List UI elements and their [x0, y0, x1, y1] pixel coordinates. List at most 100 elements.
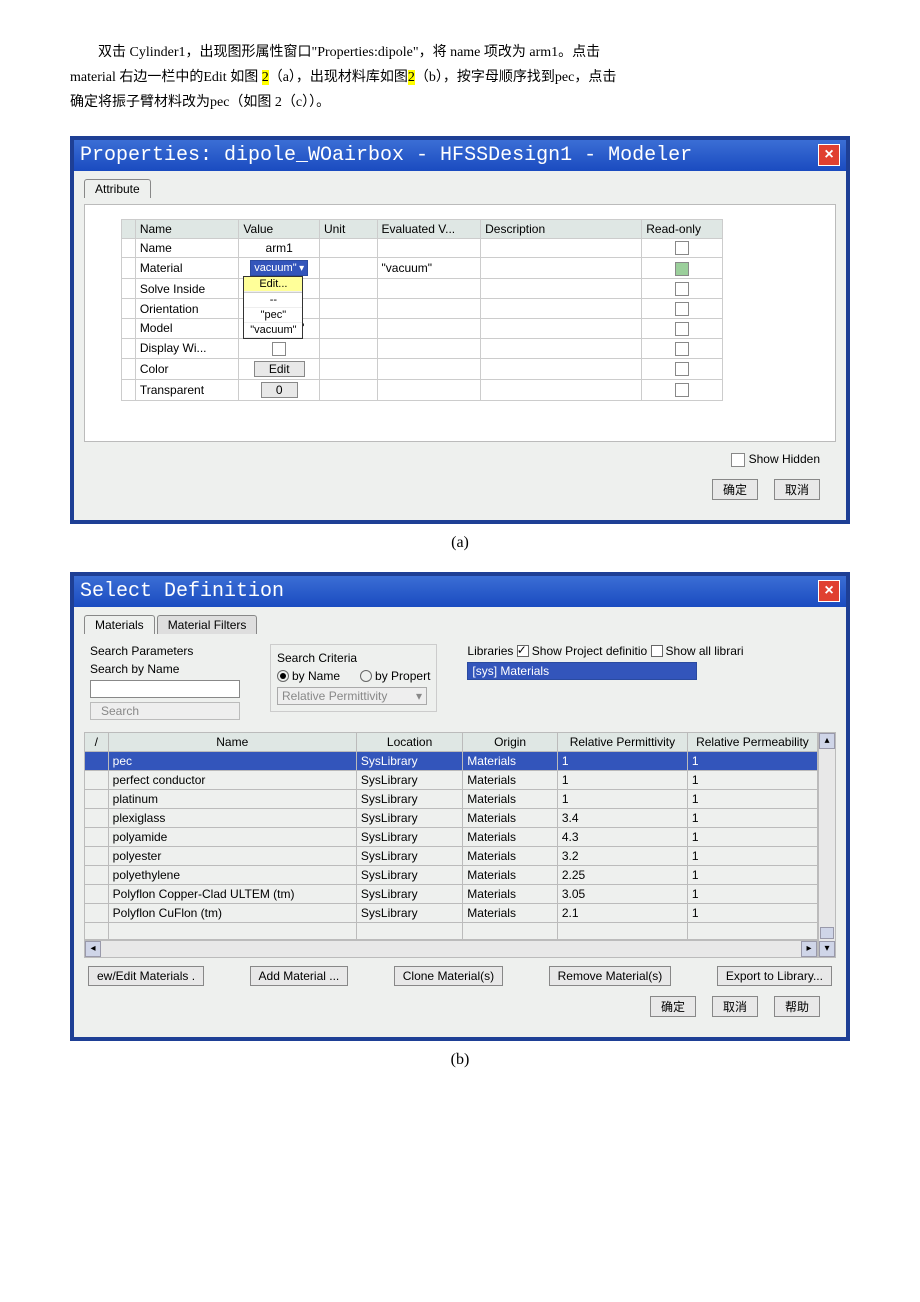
show-all-checkbox[interactable]: Show all librari — [651, 644, 744, 658]
table-row[interactable]: platinumSysLibraryMaterials11 — [85, 789, 818, 808]
ok-button[interactable]: 确定 — [712, 479, 758, 500]
readonly-checkbox[interactable] — [675, 362, 689, 376]
checkbox[interactable] — [272, 342, 286, 356]
readonly-checkbox[interactable] — [675, 322, 689, 336]
tab-attribute[interactable]: Attribute — [84, 179, 151, 198]
help-button[interactable]: 帮助 — [774, 996, 820, 1017]
readonly-checkbox[interactable] — [675, 262, 689, 276]
scroll-up-icon[interactable]: ▴ — [819, 733, 835, 749]
export-library-button[interactable]: Export to Library... — [717, 966, 832, 986]
table-row[interactable]: ColorEdit — [122, 358, 723, 379]
cell-name: polyethylene — [108, 865, 356, 884]
table-row[interactable]: pecSysLibraryMaterials11 — [85, 751, 818, 770]
cell-origin: Materials — [463, 770, 558, 789]
table-row[interactable]: Transparent 0 — [122, 379, 723, 400]
readonly-checkbox[interactable] — [675, 241, 689, 255]
cell-permeability: 1 — [687, 903, 817, 922]
readonly-checkbox[interactable] — [675, 282, 689, 296]
cell-name: polyamide — [108, 827, 356, 846]
cell-origin: Materials — [463, 827, 558, 846]
cell-name: Transparent — [135, 379, 239, 400]
readonly-checkbox[interactable] — [675, 342, 689, 356]
col-unit: Unit — [319, 219, 377, 238]
cell-location: SysLibrary — [356, 751, 462, 770]
cancel-button[interactable]: 取消 — [712, 996, 758, 1017]
cell-name: Model — [135, 319, 239, 339]
cell-permittivity: 3.2 — [557, 846, 687, 865]
cell-origin: Materials — [463, 751, 558, 770]
value-button[interactable]: 0 — [261, 382, 298, 398]
close-icon[interactable]: × — [818, 144, 840, 166]
radio-by-property[interactable]: by Propert — [360, 669, 430, 683]
property-select[interactable]: Relative Permittivity▾ — [277, 687, 427, 705]
tab-material-filters[interactable]: Material Filters — [157, 615, 258, 634]
table-row[interactable]: Polyflon CuFlon (tm)SysLibraryMaterials2… — [85, 903, 818, 922]
show-hidden-checkbox[interactable]: Show Hidden — [731, 452, 820, 467]
table-row[interactable]: Solve InsideEdit... — [122, 279, 723, 299]
cell-value[interactable]: arm1 — [239, 238, 320, 258]
readonly-checkbox[interactable] — [675, 302, 689, 316]
cell-eval: "vacuum" — [377, 258, 481, 279]
edit-materials-button[interactable]: ew/Edit Materials . — [88, 966, 204, 986]
cell-name: plexiglass — [108, 808, 356, 827]
value-button[interactable]: Edit — [254, 361, 305, 377]
remove-material-button[interactable]: Remove Material(s) — [549, 966, 672, 986]
material-dropdown[interactable]: vacuum"▾ — [250, 260, 308, 276]
table-row[interactable]: Materialvacuum"▾Edit...--"pec""vacuum" "v… — [122, 258, 723, 279]
table-row[interactable]: Polyflon Copper-Clad ULTEM (tm)SysLibrar… — [85, 884, 818, 903]
cell-permittivity: 3.4 — [557, 808, 687, 827]
table-row[interactable]: plexiglassSysLibraryMaterials3.41 — [85, 808, 818, 827]
cell-location: SysLibrary — [356, 808, 462, 827]
scroll-down-icon[interactable]: ▾ — [819, 941, 835, 957]
search-input[interactable] — [90, 680, 240, 698]
cell-permeability: 1 — [687, 865, 817, 884]
cell-value[interactable]: vacuum"▾Edit...--"pec""vacuum" — [239, 258, 320, 279]
cell-name: pec — [108, 751, 356, 770]
show-project-checkbox[interactable]: Show Project definitio — [517, 644, 647, 658]
dropdown-item[interactable]: Edit... — [244, 277, 302, 292]
dropdown-item[interactable]: "pec" — [244, 308, 302, 323]
cell-name: Material — [135, 258, 239, 279]
search-button[interactable]: Search — [90, 702, 240, 720]
vertical-scrollbar[interactable]: ▴ ▾ — [818, 732, 836, 958]
scroll-right-icon[interactable]: ▸ — [801, 941, 817, 957]
table-row[interactable]: Orientation"pec" — [122, 299, 723, 319]
radio-by-name[interactable]: by Name — [277, 669, 340, 683]
titlebar: Properties: dipole_WOairbox - HFSSDesign… — [74, 140, 846, 171]
table-row[interactable]: perfect conductorSysLibraryMaterials11 — [85, 770, 818, 789]
table-row[interactable]: Model "vacuum" — [122, 319, 723, 339]
ok-button[interactable]: 确定 — [650, 996, 696, 1017]
table-row[interactable]: polyesterSysLibraryMaterials3.21 — [85, 846, 818, 865]
col-rel-permeability: Relative Permeability — [687, 732, 817, 751]
readonly-checkbox[interactable] — [675, 383, 689, 397]
cell-location: SysLibrary — [356, 827, 462, 846]
cell-name: polyester — [108, 846, 356, 865]
clone-material-button[interactable]: Clone Material(s) — [394, 966, 503, 986]
search-by-name-label: Search by Name — [90, 662, 240, 676]
table-row[interactable]: Namearm1 — [122, 238, 723, 258]
table-row[interactable]: polyethyleneSysLibraryMaterials2.251 — [85, 865, 818, 884]
table-row[interactable]: polyamideSysLibraryMaterials4.31 — [85, 827, 818, 846]
library-list-item[interactable]: [sys] Materials — [467, 662, 697, 680]
cancel-button[interactable]: 取消 — [774, 479, 820, 500]
scroll-thumb[interactable] — [820, 927, 834, 939]
cell-value[interactable]: Edit — [239, 358, 320, 379]
col-name: Name — [135, 219, 239, 238]
cell-origin: Materials — [463, 789, 558, 808]
tab-materials[interactable]: Materials — [84, 615, 155, 634]
cell-value[interactable]: 0 — [239, 379, 320, 400]
col-origin: Origin — [463, 732, 558, 751]
horizontal-scrollbar[interactable]: ◂ ▸ — [84, 940, 818, 958]
titlebar-b: Select Definition × — [74, 576, 846, 607]
scroll-left-icon[interactable]: ◂ — [85, 941, 101, 957]
add-material-button[interactable]: Add Material ... — [250, 966, 349, 986]
cell-permittivity: 4.3 — [557, 827, 687, 846]
caption-a: (a) — [70, 534, 850, 552]
dropdown-item[interactable]: "vacuum" — [244, 323, 302, 338]
table-row[interactable]: Display Wi... — [122, 338, 723, 358]
close-icon[interactable]: × — [818, 580, 840, 602]
cell-eval — [377, 238, 481, 258]
cell-name: perfect conductor — [108, 770, 356, 789]
cell-name: Polyflon CuFlon (tm) — [108, 903, 356, 922]
cell-value[interactable] — [239, 338, 320, 358]
